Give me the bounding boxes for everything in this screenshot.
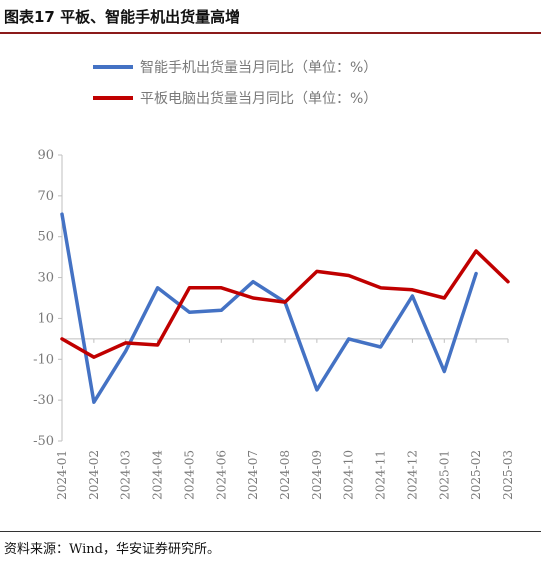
series-line	[60, 249, 510, 359]
x-tick-label: 2024-05	[182, 450, 196, 500]
y-tick-label: -30	[33, 393, 54, 408]
x-tick-label: 2024-02	[87, 450, 101, 500]
y-tick-label: 90	[37, 148, 54, 163]
source-note: 资料来源：Wind，华安证券研究所。	[4, 542, 220, 557]
series-layer	[60, 212, 510, 404]
x-tick-label: 2024-12	[405, 450, 419, 500]
x-tick-label: 2025-03	[501, 450, 515, 500]
y-tick-label: -50	[33, 434, 54, 449]
series-line	[60, 212, 478, 404]
x-tick-label: 2024-04	[151, 450, 165, 500]
y-tick-label: 30	[37, 271, 54, 286]
x-tick-label: 2024-11	[374, 450, 388, 500]
title-bar: 图表17 平板、智能手机出货量高增	[0, 0, 541, 34]
x-tick-label: 2024-01	[55, 450, 69, 500]
y-tick-label: 50	[37, 230, 54, 245]
legend-label: 智能手机出货量当月同比（单位：%）	[140, 59, 377, 76]
chart-title: 图表17 平板、智能手机出货量高增	[4, 8, 241, 26]
footer-rule	[0, 531, 541, 532]
y-tick-label: 10	[37, 311, 54, 326]
x-tick-label: 2024-09	[310, 450, 324, 500]
x-tick-label: 2024-03	[119, 450, 133, 500]
x-tick-label: 2024-10	[342, 450, 356, 500]
x-tick-label: 2025-02	[469, 450, 483, 500]
line-chart: 智能手机出货量当月同比（单位：%） 平板电脑出货量当月同比（单位：%） 90 70 5…	[33, 59, 515, 500]
title-rule	[0, 32, 541, 34]
legend: 智能手机出货量当月同比（单位：%） 平板电脑出货量当月同比（单位：%）	[93, 59, 377, 107]
x-tick-label: 2024-06	[214, 450, 228, 500]
y-axis: 90 70 50 30 10 -10 -30 -50	[33, 148, 63, 449]
x-tick-label: 2024-08	[278, 450, 292, 500]
legend-label: 平板电脑出货量当月同比（单位：%）	[140, 90, 377, 107]
x-tick-label: 2025-01	[437, 450, 451, 500]
y-tick-label: -10	[33, 352, 54, 367]
y-tick-label: 70	[37, 189, 54, 204]
x-axis: 2024-01 2024-02 2024-03 2024-04 2024-05 2024-…	[55, 338, 515, 500]
x-tick-label: 2024-07	[246, 450, 260, 500]
